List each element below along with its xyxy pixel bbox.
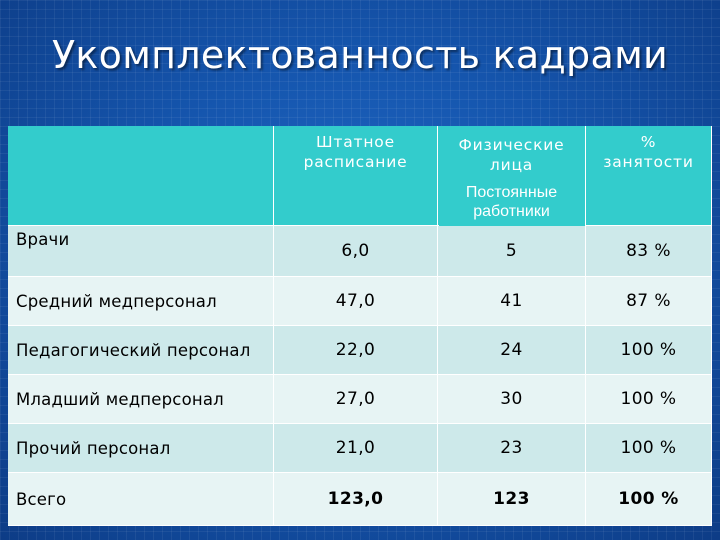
header-percent-line1: %	[640, 133, 657, 151]
table-row-label-total: Всего	[8, 473, 274, 526]
header-permanent-line1: Постоянные	[465, 184, 558, 201]
header-blank-cell	[8, 126, 274, 226]
header-employment-percent: % занятости	[586, 126, 712, 226]
table-cell-persons: 5	[438, 226, 586, 277]
header-physical-line2: лица	[489, 156, 534, 174]
table-cell-staff: 6,0	[274, 226, 438, 277]
table-row-label: Прочий персонал	[8, 424, 274, 473]
table-cell-staff: 47,0	[274, 277, 438, 326]
header-physical-line1: Физические	[458, 136, 565, 154]
header-permanent-workers: Постоянные работники	[438, 178, 585, 226]
table-cell-staff: 27,0	[274, 375, 438, 424]
table-cell-staff: 22,0	[274, 326, 438, 375]
table-cell-percent: 87 %	[586, 277, 712, 326]
header-staff-line1: Штатное	[316, 133, 395, 151]
table-row-label: Средний медперсонал	[8, 277, 274, 326]
row-label-text: Врачи	[16, 229, 70, 249]
header-permanent-line2: работники	[473, 203, 550, 220]
table-cell-persons-total: 123	[438, 473, 586, 526]
slide-title: Укомплектованность кадрами	[51, 33, 669, 77]
table-row-label: Врачи	[8, 226, 274, 277]
table-cell-staff-total: 123,0	[274, 473, 438, 526]
table-cell-staff: 21,0	[274, 424, 438, 473]
header-physical-persons: Физические лица Постоянные работники	[438, 126, 586, 226]
table-cell-percent-total: 100 %	[586, 473, 712, 526]
header-staff-line2: расписание	[303, 153, 408, 171]
header-staff-schedule: Штатное расписание	[274, 126, 438, 226]
table-row-label: Младший медперсонал	[8, 375, 274, 424]
staffing-table: Штатное расписание Физические лица Посто…	[8, 126, 712, 526]
table-cell-persons: 30	[438, 375, 586, 424]
table-cell-persons: 23	[438, 424, 586, 473]
table-cell-percent: 100 %	[586, 375, 712, 424]
table-cell-persons: 41	[438, 277, 586, 326]
table-row-label: Педагогический персонал	[8, 326, 274, 375]
table-cell-percent: 100 %	[586, 424, 712, 473]
table-cell-percent: 83 %	[586, 226, 712, 277]
table-cell-percent: 100 %	[586, 326, 712, 375]
table-cell-persons: 24	[438, 326, 586, 375]
header-percent-line2: занятости	[603, 153, 694, 171]
